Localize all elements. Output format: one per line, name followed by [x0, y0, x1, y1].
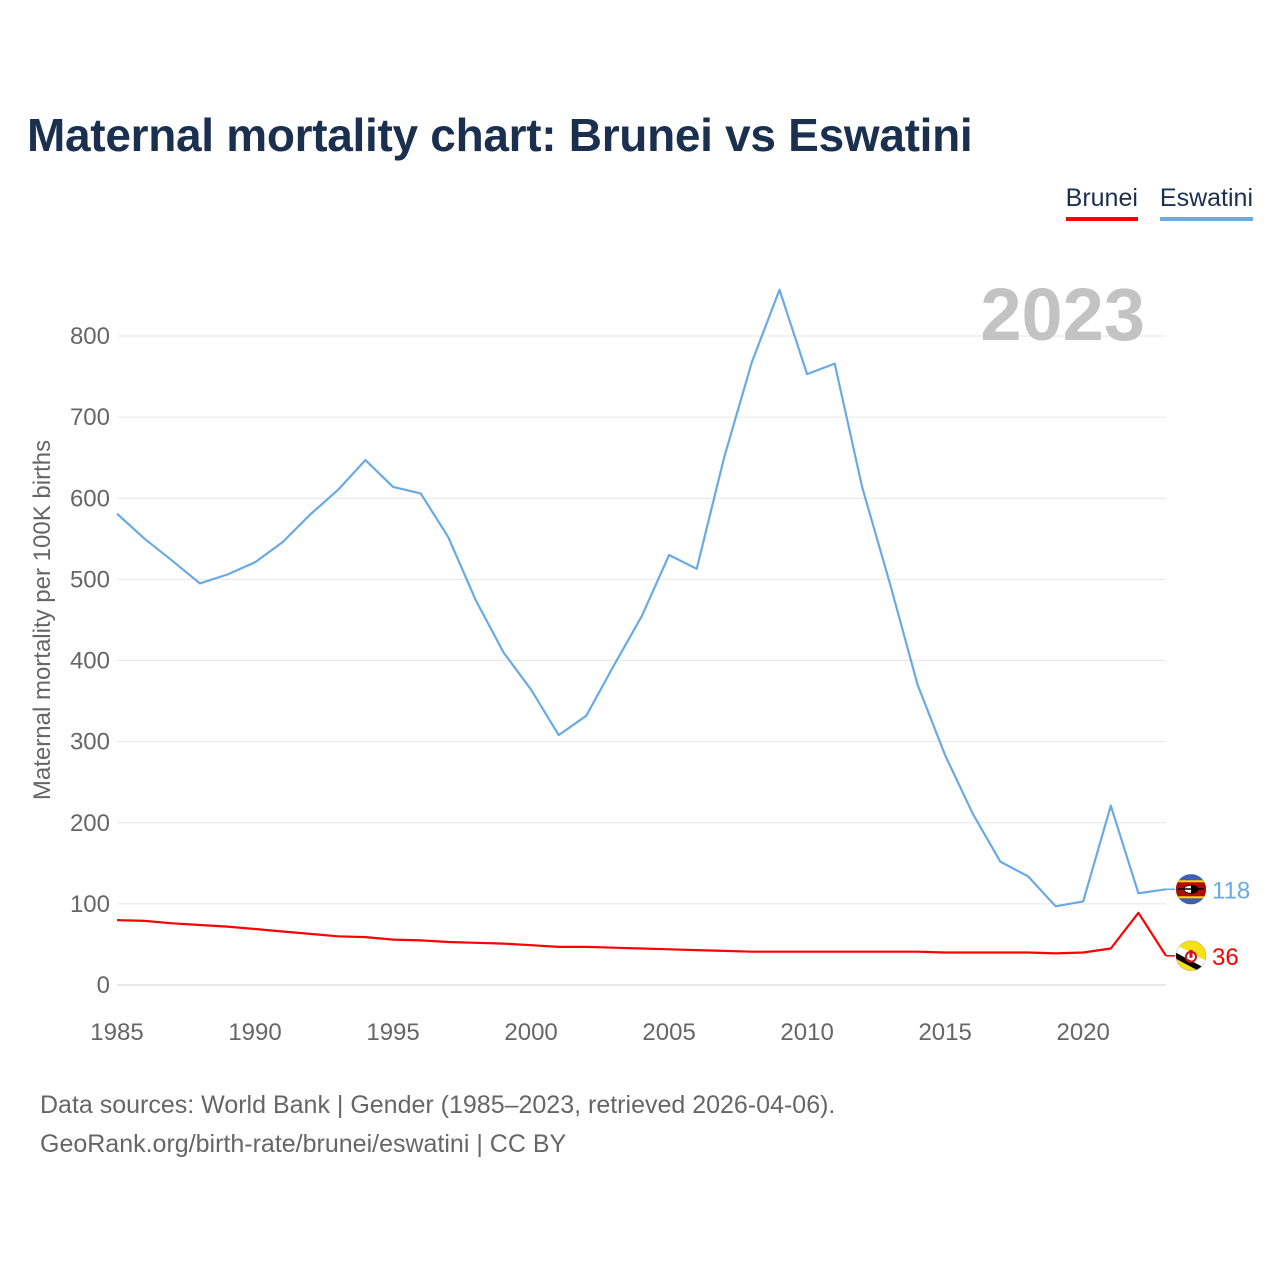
- y-tick-label: 700: [70, 404, 110, 431]
- footer: Data sources: World Bank | Gender (1985–…: [40, 1086, 835, 1164]
- y-tick-label: 100: [70, 891, 110, 918]
- y-tick-label: 0: [97, 972, 110, 999]
- y-tick-label: 300: [70, 729, 110, 756]
- y-tick-label: 800: [70, 323, 110, 350]
- end-value-label-eswatini: 118: [1212, 877, 1250, 904]
- y-tick-label: 400: [70, 648, 110, 675]
- x-tick-label: 2010: [780, 1019, 833, 1046]
- y-tick-label: 600: [70, 485, 110, 512]
- legend-item-brunei[interactable]: Brunei: [1065, 184, 1138, 221]
- eswatini-flag-icon: [1175, 873, 1207, 905]
- x-tick-label: 2015: [918, 1019, 971, 1046]
- end-value-label-brunei: 36: [1212, 944, 1239, 971]
- legend: Brunei Eswatini: [1065, 184, 1253, 221]
- series-line-eswatini: [116, 288, 1167, 908]
- x-tick-label: 1985: [90, 1019, 143, 1046]
- legend-item-eswatini[interactable]: Eswatini: [1159, 184, 1253, 221]
- end-labels: 118 36: [1166, 873, 1250, 972]
- x-tick-label: 2000: [504, 1019, 557, 1046]
- y-axis-ticks: 0 100 200 300 400 500 600 700 800: [70, 323, 110, 999]
- gridlines: [117, 335, 1166, 986]
- x-tick-label: 2020: [1056, 1019, 1109, 1046]
- y-tick-label: 200: [70, 810, 110, 837]
- y-tick-label: 500: [70, 566, 110, 593]
- y-axis-label: Maternal mortality per 100K births: [29, 440, 56, 800]
- x-tick-label: 2005: [642, 1019, 695, 1046]
- brunei-flag-icon: [1175, 940, 1207, 972]
- series-line-brunei: [116, 911, 1167, 957]
- x-tick-label: 1990: [228, 1019, 281, 1046]
- x-axis-ticks: 1985 1990 1995 2000 2005 2010 2015 2020: [90, 1019, 1110, 1046]
- chart-title: Maternal mortality chart: Brunei vs Eswa…: [27, 109, 973, 161]
- footer-source: Data sources: World Bank | Gender (1985–…: [40, 1091, 836, 1119]
- footer-link[interactable]: GeoRank.org/birth-rate/brunei/eswatini |…: [40, 1130, 567, 1158]
- series-lines: [116, 288, 1167, 957]
- x-tick-label: 1995: [366, 1019, 419, 1046]
- year-watermark: 2023: [980, 273, 1145, 356]
